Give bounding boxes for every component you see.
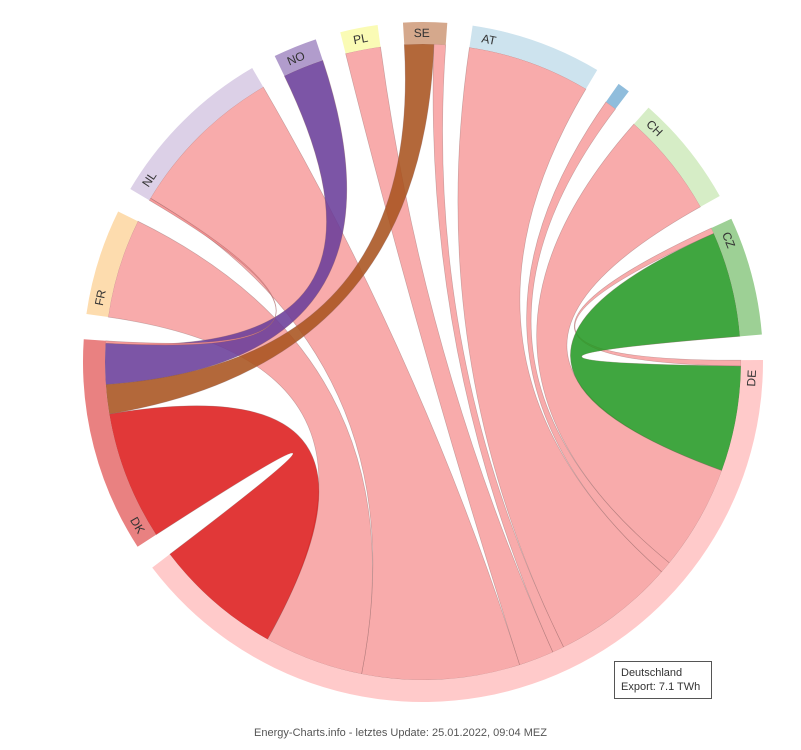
tooltip: Deutschland Export: 7.1 TWh [614,661,712,699]
arc-ch[interactable] [633,107,720,207]
label-se: SE [414,26,430,40]
arc-no[interactable] [274,39,323,76]
label-cz: CZ [719,230,738,250]
arc-pl[interactable] [340,25,381,54]
ribbon-se-to-dk[interactable] [105,43,435,415]
arc-be[interactable] [605,83,629,109]
tooltip-country: Deutschland [621,667,683,679]
ribbon-de-to-ch[interactable] [536,123,723,564]
ribbon-de-to-at[interactable] [457,47,663,648]
arc-at[interactable] [469,25,598,89]
label-no: NO [285,49,307,69]
arc-cz[interactable] [711,218,762,337]
label-at: AT [480,31,498,48]
footer-credit: Energy-Charts.info - letztes Update: 25.… [254,727,547,739]
ribbons-layer [104,43,742,681]
ribbon-de-to-be[interactable] [526,101,670,573]
label-pl: PL [352,31,369,48]
tooltip-export: Export: 7.1 TWh [621,681,701,693]
arc-fr[interactable] [86,211,138,318]
arc-se[interactable] [402,21,448,45]
arc-dk[interactable] [83,339,157,547]
label-fr: FR [92,288,109,307]
arc-nl[interactable] [130,68,264,201]
label-de: DE [744,370,759,387]
